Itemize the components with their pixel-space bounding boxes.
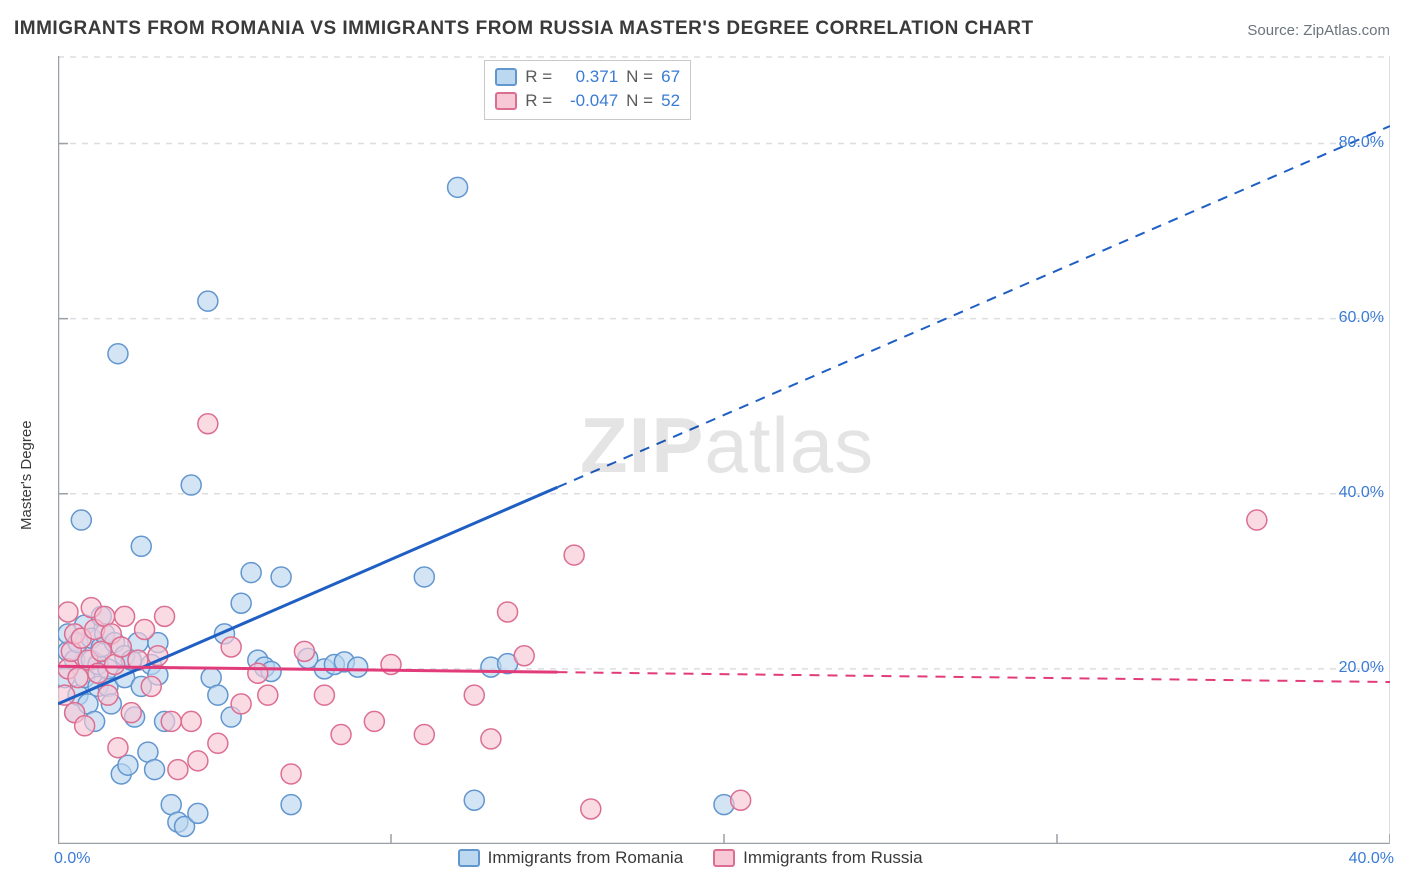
bottom-legend-label-russia: Immigrants from Russia	[743, 848, 922, 868]
data-point-russia	[364, 711, 384, 731]
data-point-russia	[464, 685, 484, 705]
regression-line-dashed-russia	[558, 672, 1391, 682]
legend-n-label: N =	[626, 65, 653, 89]
data-point-russia	[208, 733, 228, 753]
data-point-romania	[464, 790, 484, 810]
bottom-legend-swatch-romania	[458, 849, 480, 867]
data-point-romania	[181, 475, 201, 495]
data-point-russia	[98, 685, 118, 705]
data-point-romania	[414, 567, 434, 587]
source-prefix: Source:	[1247, 22, 1303, 39]
source-name: ZipAtlas.com	[1303, 22, 1390, 39]
data-point-russia	[115, 606, 135, 626]
data-point-russia	[108, 738, 128, 758]
legend-n-value-russia: 52	[661, 89, 680, 113]
data-point-russia	[231, 694, 251, 714]
data-point-russia	[111, 637, 131, 657]
bottom-legend-label-romania: Immigrants from Romania	[488, 848, 684, 868]
bottom-legend-swatch-russia	[713, 849, 735, 867]
data-point-russia	[514, 646, 534, 666]
legend-r-value-romania: 0.371	[560, 65, 618, 89]
data-point-romania	[448, 177, 468, 197]
data-point-russia	[75, 716, 95, 736]
data-point-romania	[118, 755, 138, 775]
data-point-russia	[294, 641, 314, 661]
data-point-romania	[198, 291, 218, 311]
data-point-russia	[68, 668, 88, 688]
data-point-romania	[71, 510, 91, 530]
axis-tick-label: 80.0%	[1339, 134, 1384, 152]
data-point-romania	[145, 760, 165, 780]
scatter-plot	[58, 56, 1390, 844]
y-axis-label: Master's Degree	[18, 420, 35, 530]
axis-tick-label: 40.0%	[1349, 850, 1394, 868]
legend-r-label: R =	[525, 89, 552, 113]
data-point-russia	[581, 799, 601, 819]
data-point-romania	[131, 536, 151, 556]
bottom-legend-item-russia: Immigrants from Russia	[713, 848, 922, 868]
data-point-russia	[731, 790, 751, 810]
legend-row-romania: R = 0.371 N = 67	[495, 65, 680, 89]
data-point-russia	[481, 729, 501, 749]
series-legend: Immigrants from Romania Immigrants from R…	[458, 848, 923, 868]
data-point-russia	[314, 685, 334, 705]
data-point-russia	[221, 637, 241, 657]
data-point-russia	[198, 414, 218, 434]
legend-n-value-romania: 67	[661, 65, 680, 89]
data-point-russia	[135, 619, 155, 639]
data-point-russia	[181, 711, 201, 731]
legend-r-label: R =	[525, 65, 552, 89]
data-point-russia	[281, 764, 301, 784]
legend-row-russia: R = -0.047 N = 52	[495, 89, 680, 113]
axis-tick-label: 40.0%	[1339, 484, 1384, 502]
axis-tick-label: 60.0%	[1339, 309, 1384, 327]
regression-line-dashed-romania	[558, 126, 1391, 487]
legend-n-label: N =	[626, 89, 653, 113]
data-point-romania	[188, 803, 208, 823]
data-point-romania	[231, 593, 251, 613]
data-point-russia	[188, 751, 208, 771]
legend-r-value-russia: -0.047	[560, 89, 618, 113]
data-point-romania	[271, 567, 291, 587]
axis-tick-label: 20.0%	[1339, 659, 1384, 677]
data-point-russia	[248, 663, 268, 683]
data-point-russia	[498, 602, 518, 622]
bottom-legend-item-romania: Immigrants from Romania	[458, 848, 684, 868]
chart-title: IMMIGRANTS FROM ROMANIA VS IMMIGRANTS FR…	[14, 18, 1034, 40]
axis-tick-label: 0.0%	[54, 850, 90, 868]
data-point-romania	[108, 344, 128, 364]
legend-swatch-romania	[495, 68, 517, 86]
data-point-russia	[414, 725, 434, 745]
source-label: Source: ZipAtlas.com	[1247, 22, 1390, 39]
data-point-romania	[241, 563, 261, 583]
correlation-legend: R = 0.371 N = 67R = -0.047 N = 52	[484, 60, 691, 120]
data-point-russia	[331, 725, 351, 745]
data-point-romania	[281, 795, 301, 815]
data-point-russia	[58, 602, 78, 622]
data-point-russia	[564, 545, 584, 565]
data-point-russia	[168, 760, 188, 780]
data-point-russia	[258, 685, 278, 705]
data-point-russia	[121, 703, 141, 723]
legend-swatch-russia	[495, 92, 517, 110]
data-point-romania	[208, 685, 228, 705]
data-point-russia	[141, 676, 161, 696]
data-point-russia	[161, 711, 181, 731]
data-point-russia	[1247, 510, 1267, 530]
data-point-romania	[348, 657, 368, 677]
data-point-russia	[155, 606, 175, 626]
